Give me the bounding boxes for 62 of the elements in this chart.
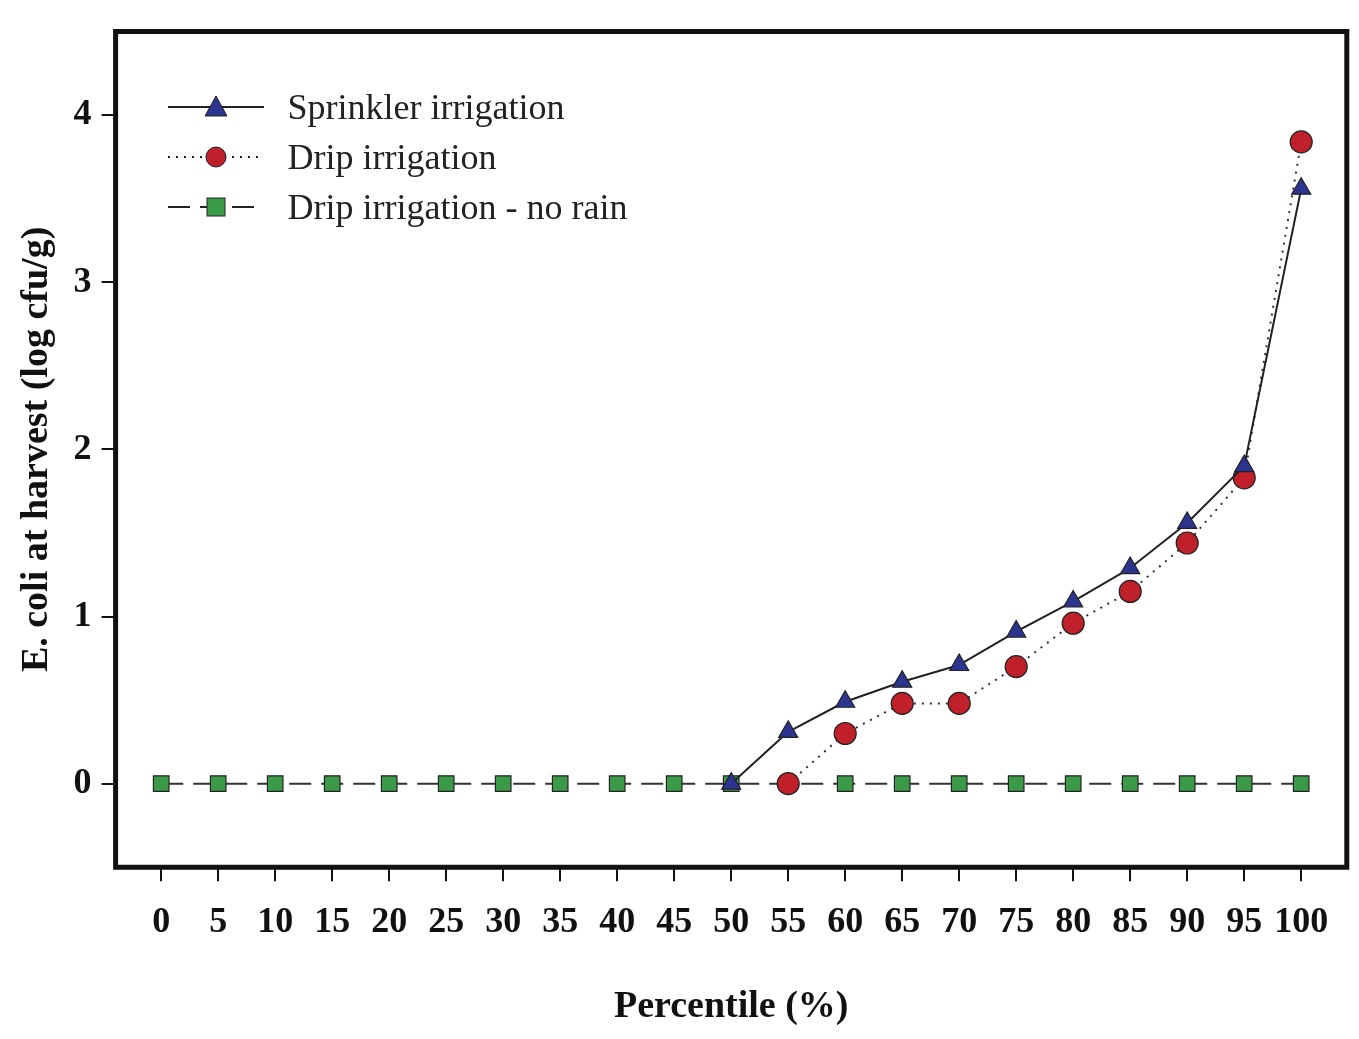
point xyxy=(776,772,800,796)
point xyxy=(1234,454,1255,473)
x-tick-label: 30 xyxy=(485,900,522,941)
point xyxy=(266,775,284,793)
point xyxy=(1004,655,1028,679)
point xyxy=(1178,775,1196,793)
point xyxy=(893,775,911,793)
point xyxy=(947,691,971,716)
point xyxy=(1291,177,1312,195)
legend-label: Drip irrigation - no rain xyxy=(287,185,628,228)
point xyxy=(833,721,857,746)
x-tick-label: 0 xyxy=(152,900,171,941)
point xyxy=(1292,775,1310,793)
point xyxy=(1061,611,1085,635)
point xyxy=(1175,531,1199,555)
point xyxy=(551,775,569,793)
legend-label: Drip irrigation xyxy=(287,135,497,178)
x-tick-label: 90 xyxy=(1169,900,1206,941)
x-tick-label: 70 xyxy=(941,900,978,941)
x-tick-label: 50 xyxy=(713,900,750,941)
x-tick-label: 100 xyxy=(1274,900,1329,941)
x-tick-label: 65 xyxy=(884,900,921,941)
x-tick-label: 20 xyxy=(371,900,408,941)
y-tick-label: 3 xyxy=(73,259,92,300)
x-tick-label: 80 xyxy=(1055,900,1092,941)
point xyxy=(437,775,455,793)
point xyxy=(1118,579,1142,604)
point xyxy=(380,775,398,793)
point xyxy=(608,775,626,793)
y-tick-label: 1 xyxy=(73,593,92,634)
point xyxy=(665,775,683,793)
x-tick-label: 10 xyxy=(257,900,294,941)
point xyxy=(494,775,512,793)
x-tick-label: 5 xyxy=(209,900,228,941)
point xyxy=(836,775,854,793)
legend-label: Sprinkler irrigation xyxy=(287,85,565,128)
point xyxy=(950,775,968,793)
x-axis-title: Percentile (%) xyxy=(613,983,849,1027)
y-axis-title: E. coli at harvest (log cfu/g) xyxy=(12,226,56,673)
x-tick-label: 40 xyxy=(599,900,636,941)
x-tick-label: 15 xyxy=(314,900,351,941)
y-tick-label: 0 xyxy=(73,760,92,801)
point xyxy=(323,775,341,793)
x-tick-label: 55 xyxy=(770,900,807,941)
x-tick-label: 95 xyxy=(1226,900,1263,941)
point xyxy=(890,691,914,716)
point xyxy=(209,775,227,793)
x-tick-label: 60 xyxy=(827,900,864,941)
y-tick-label: 2 xyxy=(73,426,92,467)
x-tick-label: 75 xyxy=(998,900,1035,941)
y-tick-label: 4 xyxy=(73,92,92,133)
point xyxy=(1064,775,1082,793)
point xyxy=(1177,511,1198,530)
x-tick-label: 45 xyxy=(656,900,693,941)
point xyxy=(1007,775,1025,793)
point xyxy=(1235,775,1253,793)
point xyxy=(1121,775,1139,793)
x-tick-label: 25 xyxy=(428,900,465,941)
x-tick-label: 85 xyxy=(1112,900,1149,941)
x-tick-label: 35 xyxy=(542,900,579,941)
point xyxy=(152,775,170,793)
point xyxy=(1120,556,1141,575)
